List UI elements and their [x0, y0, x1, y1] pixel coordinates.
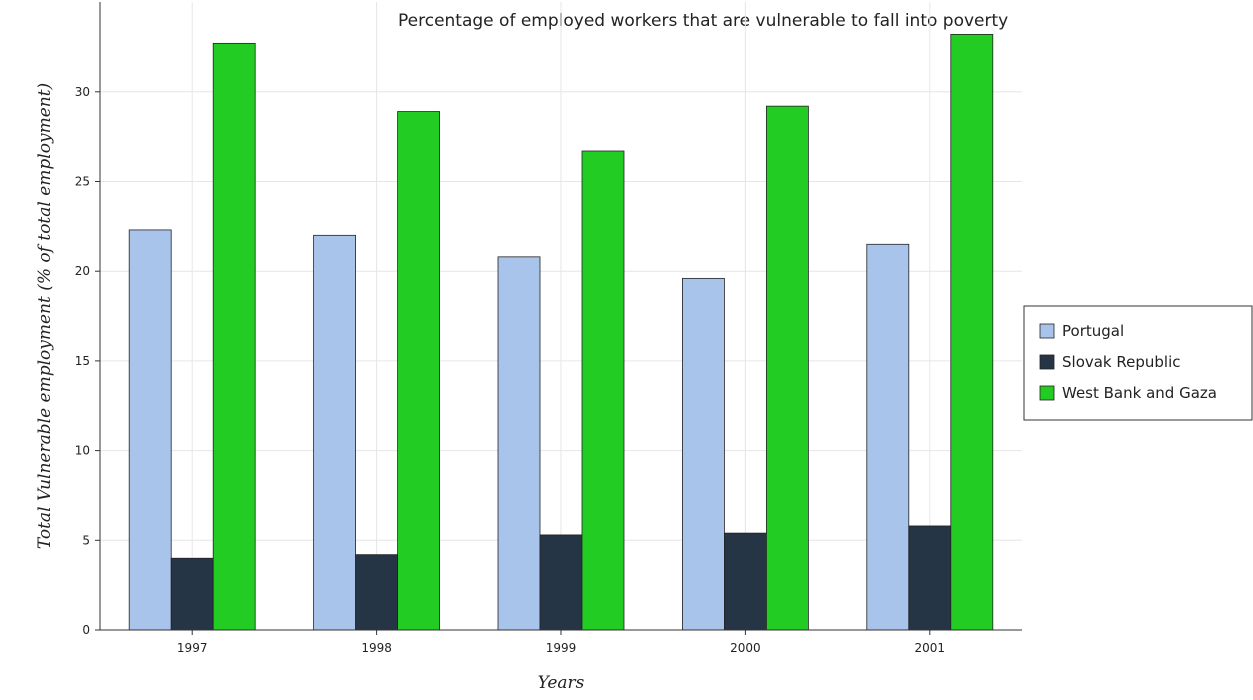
y-tick-label: 15: [75, 354, 90, 368]
bar-portugal-1999: [497, 256, 541, 631]
x-axis-ticks: 1997 1998 1999 2000 2001: [100, 629, 1022, 655]
legend-label: Slovak Republic: [1062, 353, 1181, 371]
x-axis-label: Years: [538, 673, 585, 693]
legend-label: Portugal: [1062, 322, 1124, 340]
y-tick-label: 0: [82, 623, 90, 637]
legend: Portugal Slovak Republic West Bank and Gaz…: [1023, 305, 1253, 421]
bar-portugal-1998: [313, 234, 357, 631]
bar-west-bank-and-gaza-2000: [766, 105, 809, 631]
bar-portugal-2000: [682, 277, 725, 631]
y-tick-label: 5: [82, 533, 90, 547]
legend-swatch: [1039, 354, 1055, 370]
y-tick-label: 30: [75, 85, 90, 99]
bar-portugal-2001: [866, 243, 910, 631]
x-tick-label: 1999: [546, 641, 577, 655]
chart-title: Percentage of employed workers that are …: [398, 11, 1008, 31]
y-tick-label: 20: [75, 264, 90, 278]
y-tick-label: 25: [75, 175, 90, 189]
x-tick-label: 1998: [361, 641, 392, 655]
y-axis-label: Total Vulnerable employment (% of total …: [35, 83, 55, 549]
bars: [128, 33, 994, 631]
bar-portugal-1997: [128, 229, 172, 631]
bar-west-bank-and-gaza-1999: [581, 150, 625, 631]
x-tick-label: 2001: [915, 641, 946, 655]
bar-west-bank-and-gaza-2001: [950, 33, 994, 631]
bar-west-bank-and-gaza-1997: [212, 42, 256, 631]
bar-slovak-republic-2001: [908, 525, 952, 631]
bar-slovak-republic-1999: [539, 534, 583, 631]
legend-label: West Bank and Gaza: [1062, 384, 1217, 402]
x-tick-label: 1997: [177, 641, 208, 655]
legend-swatch: [1039, 385, 1055, 401]
bar-west-bank-and-gaza-1998: [397, 111, 441, 631]
y-tick-label: 10: [75, 444, 90, 458]
bar-slovak-republic-1997: [170, 557, 214, 631]
bar-slovak-republic-1998: [355, 554, 399, 631]
x-tick-label: 2000: [730, 641, 761, 655]
bar-slovak-republic-2000: [724, 532, 767, 631]
legend-box: [1023, 305, 1253, 421]
legend-swatch: [1039, 323, 1055, 339]
y-axis-ticks: 0 5 10 15 20 25 30: [75, 2, 101, 637]
